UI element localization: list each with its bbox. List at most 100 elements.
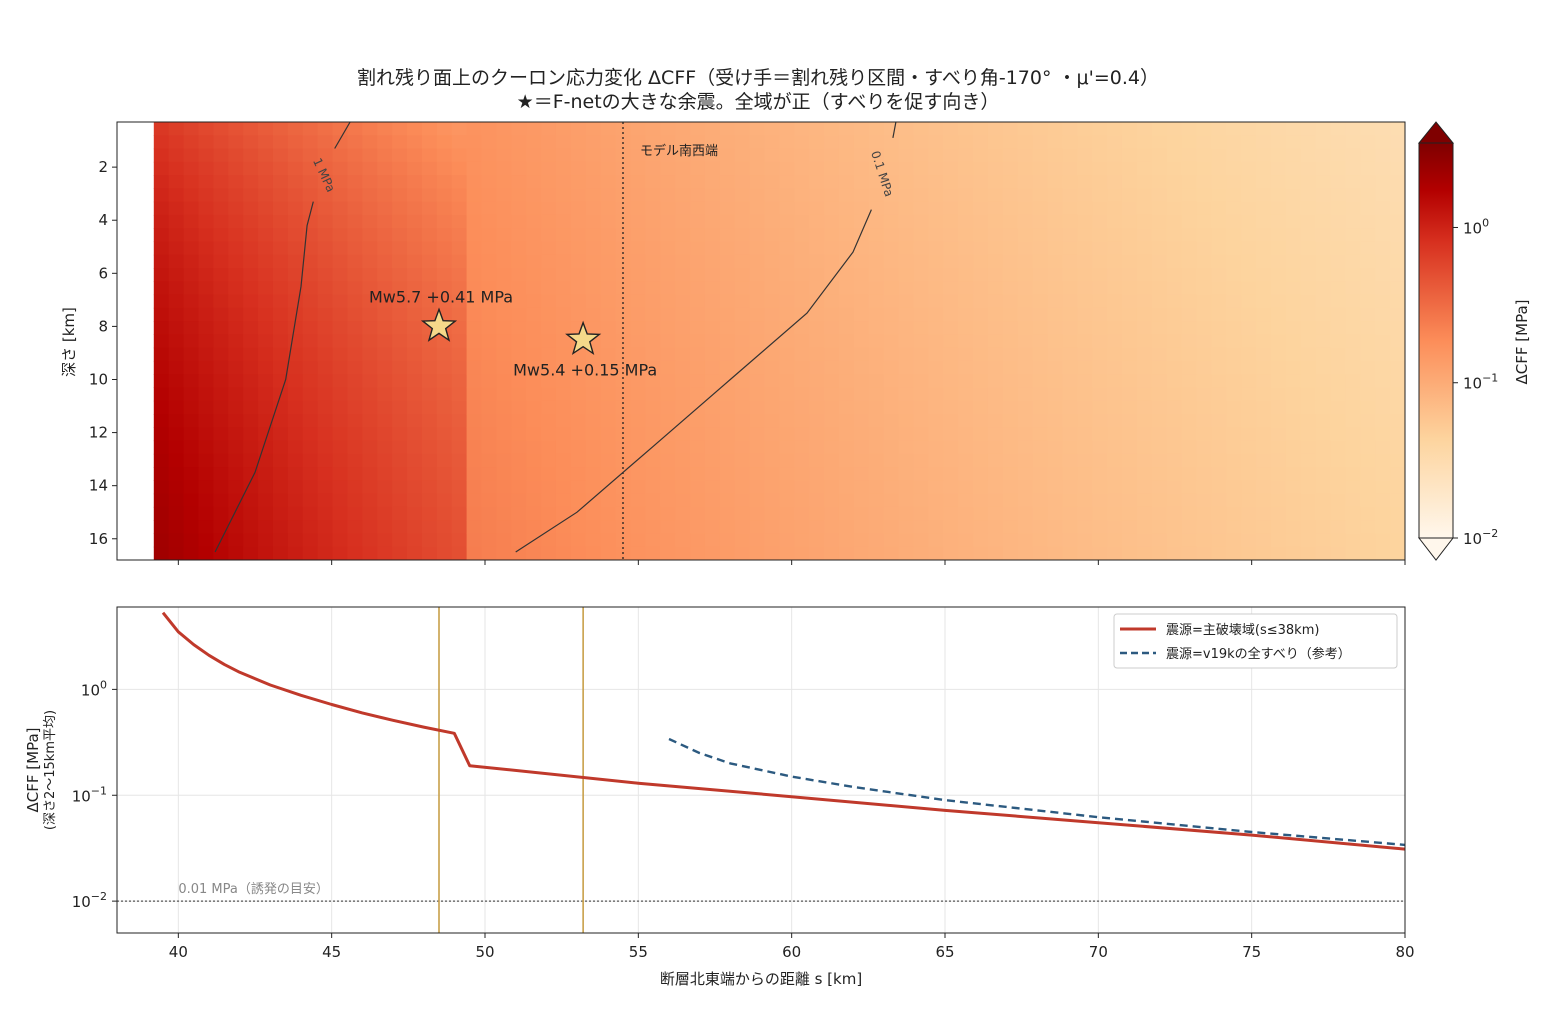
heatmap-cell	[1315, 122, 1332, 136]
heatmap-cell	[1181, 506, 1198, 521]
heatmap-cell	[704, 493, 721, 508]
heatmap-cell	[1092, 506, 1108, 521]
heatmap-cell	[407, 161, 423, 176]
heatmap-cell	[1256, 254, 1272, 269]
heatmap-cell	[153, 254, 170, 269]
heatmap-cell	[481, 281, 497, 296]
heatmap-cell	[1151, 400, 1168, 415]
heatmap-cell	[213, 135, 229, 150]
heatmap-cell	[511, 228, 527, 243]
heatmap-cell	[198, 493, 214, 508]
heatmap-cell	[1077, 480, 1093, 495]
heatmap-cell	[287, 400, 304, 415]
heatmap-cell	[1047, 135, 1064, 150]
heatmap-cell	[1062, 201, 1078, 216]
heatmap-cell	[287, 467, 304, 481]
heatmap-cell	[1345, 347, 1361, 362]
heatmap-cell	[973, 387, 989, 402]
heatmap-cell	[1017, 241, 1034, 256]
heatmap-cell	[1270, 321, 1287, 335]
heatmap-cell	[734, 414, 751, 428]
heatmap-cell	[943, 347, 959, 362]
heatmap-cell	[1300, 440, 1317, 455]
heatmap-cell	[228, 175, 244, 189]
heatmap-cell	[943, 241, 959, 256]
heatmap-cell	[645, 427, 661, 442]
heatmap-cell	[734, 546, 751, 560]
heatmap-cell	[809, 201, 825, 216]
heatmap-cell	[1077, 268, 1093, 282]
heatmap-cell	[585, 520, 602, 535]
heatmap-cell	[1241, 281, 1257, 296]
heatmap-cell	[183, 334, 200, 349]
heatmap-cell	[541, 188, 557, 203]
heatmap-cell	[496, 175, 512, 189]
heatmap-cell	[675, 533, 691, 548]
heatmap-cell	[1077, 440, 1093, 455]
heatmap-cell	[511, 427, 527, 442]
heatmap-cell	[585, 493, 602, 508]
heatmap-cell	[1032, 374, 1049, 389]
heatmap-cell	[272, 254, 289, 269]
heatmap-cell	[228, 214, 244, 229]
heatmap-cell	[1002, 161, 1019, 176]
heatmap-cell	[630, 533, 646, 548]
heatmap-cell	[1360, 414, 1376, 428]
heatmap-cell	[183, 294, 200, 309]
heatmap-cell	[809, 254, 825, 269]
heatmap-cell	[272, 148, 289, 163]
heatmap-cell	[943, 254, 959, 269]
heatmap-cell	[883, 520, 900, 535]
heatmap-cell	[1285, 254, 1302, 269]
heatmap-cell	[973, 347, 989, 362]
heatmap-cell	[570, 307, 587, 322]
heatmap-cell	[377, 414, 393, 428]
heatmap-cell	[1181, 228, 1198, 243]
heatmap-cell	[1017, 506, 1034, 521]
heatmap-cell	[1211, 440, 1227, 455]
heatmap-cell	[1047, 374, 1064, 389]
heatmap-cell	[317, 201, 334, 216]
heatmap-cell	[1270, 148, 1287, 163]
heatmap-cell	[272, 321, 289, 335]
heatmap-cell	[1330, 533, 1347, 548]
heatmap-cell	[526, 135, 542, 150]
heatmap-cell	[243, 533, 259, 548]
heatmap-cell	[1375, 334, 1391, 349]
heatmap-cell	[258, 148, 274, 163]
heatmap-cell	[1151, 241, 1168, 256]
heatmap-cell	[779, 400, 795, 415]
heatmap-cell	[272, 268, 289, 282]
heatmap-cell	[1166, 214, 1183, 229]
heatmap-cell	[853, 414, 870, 428]
heatmap-cell	[1077, 175, 1093, 189]
heatmap-cell	[883, 188, 900, 203]
heatmap-cell	[734, 135, 751, 150]
heatmap-cell	[228, 387, 244, 402]
heatmap-cell	[585, 188, 602, 203]
heatmap-cell	[1375, 546, 1391, 560]
heatmap-cell	[838, 122, 855, 136]
heatmap-cell	[809, 188, 825, 203]
heatmap-cell	[734, 334, 751, 349]
heatmap-cell	[764, 467, 780, 481]
heatmap-cell	[1330, 347, 1347, 362]
heatmap-cell	[198, 334, 214, 349]
heatmap-cell	[198, 387, 214, 402]
heatmap-cell	[168, 414, 185, 428]
heatmap-cell	[1270, 281, 1287, 296]
heatmap-cell	[958, 400, 974, 415]
heatmap-cell	[1241, 214, 1257, 229]
heatmap-cell	[1211, 228, 1227, 243]
heatmap-cell	[1136, 440, 1153, 455]
heatmap-cell	[451, 533, 468, 548]
heatmap-cell	[1077, 161, 1093, 176]
heatmap-cell	[1062, 493, 1078, 508]
heatmap-cell	[809, 414, 825, 428]
heatmap-cell	[555, 188, 572, 203]
heatmap-cell	[511, 135, 527, 150]
heatmap-cell	[362, 135, 378, 150]
colorbar-label: ΔCFF [MPa]	[1513, 300, 1531, 385]
heatmap-cell	[332, 467, 349, 481]
line-x-ticks: 40 45 50 55 60 65 70 75 80	[169, 933, 1415, 961]
